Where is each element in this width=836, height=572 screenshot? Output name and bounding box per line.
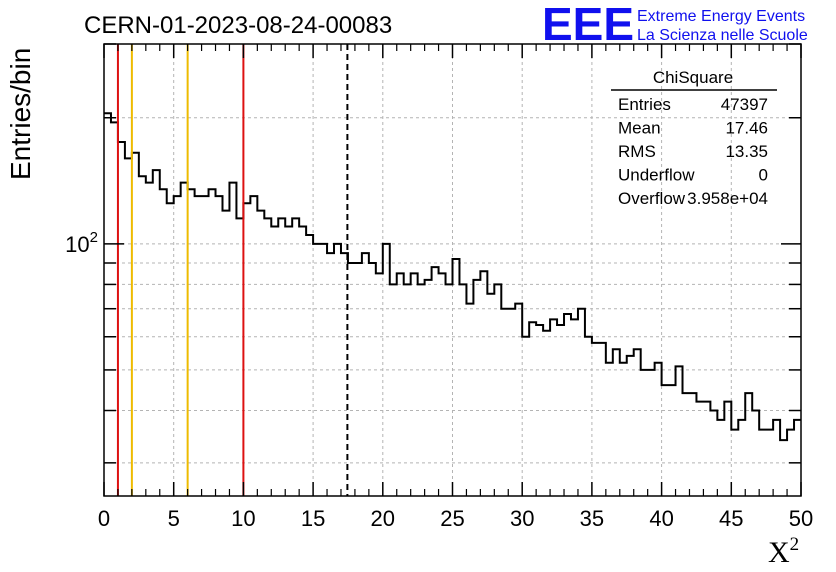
y-tick-label: 102 xyxy=(65,229,98,257)
stats-value: 13.35 xyxy=(725,142,768,161)
stats-value: 0 xyxy=(759,166,768,185)
stats-value: 47397 xyxy=(721,95,768,114)
stats-label: RMS xyxy=(618,142,656,161)
stats-label: Entries xyxy=(618,95,671,114)
x-axis-title: X2 xyxy=(768,534,799,569)
x-tick-label: 40 xyxy=(649,506,673,531)
y-axis-title: Entries/bin xyxy=(5,48,36,180)
stats-label: Underflow xyxy=(618,166,695,185)
x-tick-label: 25 xyxy=(440,506,464,531)
stats-title: ChiSquare xyxy=(653,68,733,87)
run-title: CERN-01-2023-08-24-00083 xyxy=(84,12,392,39)
stats-value: 3.958e+04 xyxy=(687,189,768,208)
x-tick-label: 15 xyxy=(301,506,325,531)
stats-label: Mean xyxy=(618,119,661,138)
stats-box: ChiSquare Entries 47397 Mean 17.46 RMS 13.35 U… xyxy=(611,68,777,208)
stats-rows: Entries 47397 Mean 17.46 RMS 13.35 Underflow 0 O… xyxy=(618,95,768,208)
x-tick-label: 5 xyxy=(168,506,180,531)
x-tick-label: 10 xyxy=(231,506,255,531)
x-tick-label: 50 xyxy=(789,506,813,531)
x-tick-label: 0 xyxy=(98,506,110,531)
cut-lines xyxy=(116,44,349,496)
logo-line-1: Extreme Energy Events xyxy=(637,8,805,25)
logo-line-2: La Scienza nelle Scuole xyxy=(637,27,808,44)
histogram-series xyxy=(104,112,801,442)
stats-label: Overflow xyxy=(618,189,686,208)
eee-logo: EEE xyxy=(542,0,634,50)
x-axis-title-superscript: 2 xyxy=(790,534,800,555)
axes: 0 5 10 15 20 25 30 35 40 45 50 102 xyxy=(65,43,813,531)
x-tick-label: 30 xyxy=(510,506,534,531)
x-tick-label: 45 xyxy=(719,506,743,531)
x-tick-label: 20 xyxy=(371,506,395,531)
histogram-line xyxy=(104,112,801,442)
x-axis-title-base: X xyxy=(768,536,790,569)
stats-value: 17.46 xyxy=(725,119,768,138)
x-tick-label: 35 xyxy=(580,506,604,531)
